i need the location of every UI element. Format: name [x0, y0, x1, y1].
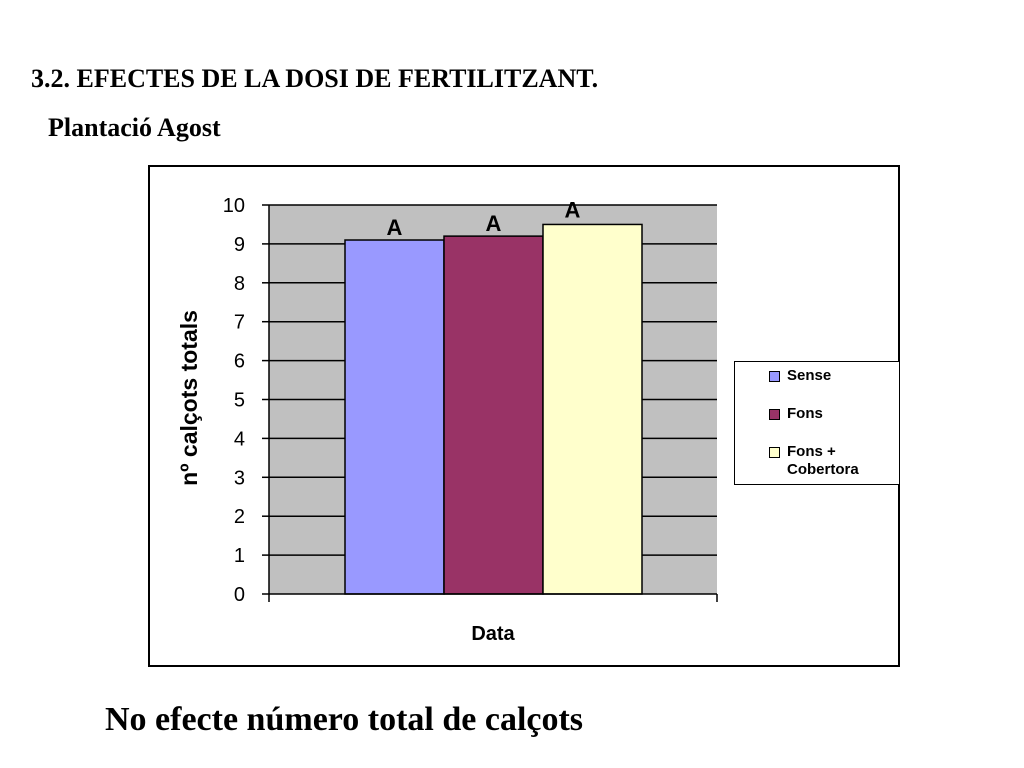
slide-conclusion: No efecte número total de calçots [105, 701, 584, 738]
x-axis-label: Data [471, 623, 515, 645]
bar-sense [344, 239, 445, 595]
bars [344, 223, 643, 595]
chart-legend: Sense Fons Fons + Cobertora [734, 361, 900, 485]
y-tick-label: 8 [234, 273, 245, 295]
y-tick-label: 0 [234, 584, 245, 606]
y-tick-label: 7 [234, 312, 245, 334]
slide-subheading: Plantació Agost [48, 113, 221, 142]
legend-swatch [769, 409, 780, 420]
axes [268, 205, 718, 602]
legend-label: Fons [787, 405, 823, 422]
slide-heading: 3.2. EFECTES DE LA DOSI DE FERTILITZANT. [31, 64, 599, 93]
legend-item: Fons [769, 405, 887, 423]
bar-data-label: A [387, 215, 403, 240]
y-tick-labels: 0 1 2 3 4 5 6 7 8 9 10 [223, 195, 245, 606]
y-tick-label: 10 [223, 195, 245, 217]
y-axis-label: nº calçots totals [176, 310, 202, 486]
y-tick-label: 1 [234, 545, 245, 567]
legend-item: Sense [769, 367, 887, 385]
legend-label: Sense [787, 367, 832, 384]
bar-data-label: A [486, 211, 502, 236]
legend-label: Fons + Cobertora [787, 443, 859, 478]
y-tick-label: 6 [234, 351, 245, 373]
y-tick-label: 5 [234, 390, 245, 412]
bar-fons-cobertora [542, 223, 643, 595]
y-tick-label: 2 [234, 506, 245, 528]
y-tick-label: 4 [234, 428, 245, 450]
bar-labels: A AA [387, 197, 581, 240]
y-tick-label: 3 [234, 467, 245, 489]
legend-swatch [769, 447, 780, 458]
bar-fons [443, 235, 544, 595]
legend-swatch [769, 371, 780, 382]
y-tick-label: 9 [234, 234, 245, 256]
bar-data-label: A [565, 197, 581, 222]
legend-item: Fons + Cobertora [769, 443, 887, 479]
